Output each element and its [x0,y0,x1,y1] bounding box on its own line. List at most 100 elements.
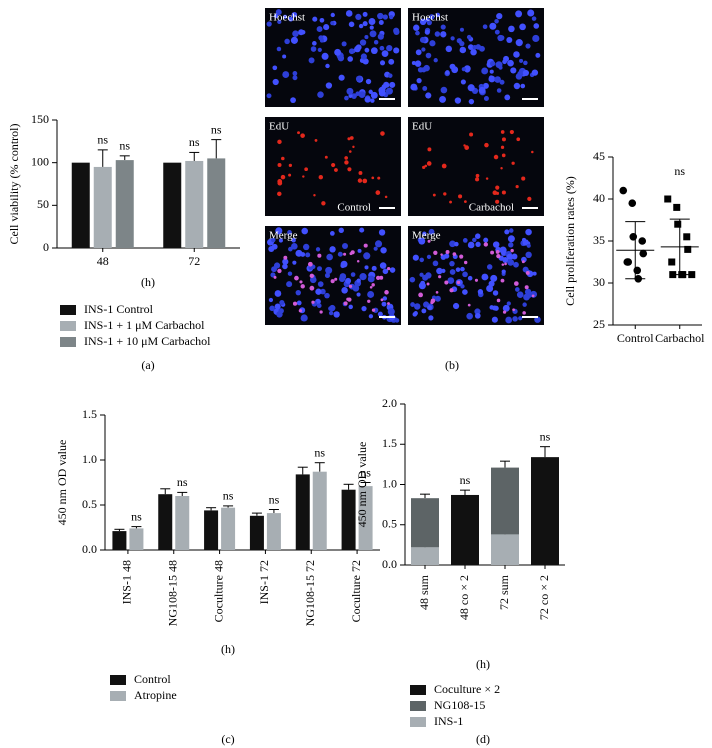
edu-cell [495,191,500,195]
cell-nucleus [425,52,432,59]
edu-cell [501,153,506,158]
data-point [683,233,691,241]
cell-nucleus [410,83,418,91]
bar [93,166,112,248]
cell-nucleus [274,303,281,310]
cell-nucleus [455,267,461,272]
cell-nucleus [278,238,283,243]
cell-nucleus [417,67,424,73]
cell-nucleus [317,91,324,98]
cell-nucleus [526,243,531,248]
edu-cell [441,163,447,169]
cell-nucleus [482,24,488,30]
edu-cell [362,178,368,184]
cell-nucleus [275,9,282,16]
edu-cell [511,161,515,165]
cell-nucleus [323,24,330,31]
edu-cell [514,281,519,286]
edu-cell [504,262,507,266]
cell-nucleus [292,30,299,37]
cell-nucleus [279,300,285,306]
y-axis-label: Cell viability (% control) [7,124,21,245]
y-axis-label: 450 nm OD value [355,442,369,528]
cell-nucleus [532,271,537,276]
y-tick-label: 1.5 [382,436,397,450]
edu-cell [367,299,371,303]
edu-cell [314,139,318,142]
cell-nucleus [470,48,477,56]
edu-cell [348,284,353,288]
edu-cell [525,271,530,275]
edu-cell [522,311,526,315]
edu-cell [501,137,506,142]
edu-cell [331,162,336,168]
edu-cell [311,300,315,304]
edu-cell [343,301,348,306]
cell-nucleus [414,60,422,67]
y-tick-label: 0.5 [82,497,97,511]
cell-nucleus [489,60,496,67]
cell-nucleus [433,58,438,63]
cell-nucleus [355,75,362,82]
cell-nucleus [340,263,346,269]
cell-nucleus [463,65,471,73]
cell-nucleus [495,61,503,69]
cell-nucleus [329,246,336,253]
significance-label: ns [189,135,200,149]
cell-nucleus [461,67,466,72]
cell-nucleus [519,58,524,63]
cell-nucleus [425,272,432,279]
edu-cell [344,156,348,160]
cell-nucleus [421,308,427,314]
bar [341,489,356,550]
cell-nucleus [474,312,481,319]
cell-nucleus [459,46,467,54]
cell-nucleus [312,41,317,46]
cell-nucleus [413,311,418,316]
legend-label: Control [134,672,171,686]
cell-nucleus [492,305,497,311]
cell-nucleus [451,66,459,74]
cell-nucleus [301,227,309,235]
cell-nucleus [425,92,432,99]
cell-nucleus [502,304,510,312]
cell-nucleus [364,265,369,270]
significance-label: ns [540,429,551,443]
cell-nucleus [268,245,275,252]
cell-nucleus [334,48,341,56]
edu-cell [501,263,505,266]
legend-label: Atropine [134,688,177,702]
x-tick-label: 72 co × 2 [537,575,551,620]
panel-label: EdU [269,121,289,133]
edu-cell [484,142,489,148]
cell-nucleus [429,14,435,20]
cell-nucleus [490,274,498,282]
edu-cell [387,266,391,271]
bar [158,494,173,550]
cell-nucleus [428,315,434,321]
edu-cell [515,184,519,189]
cell-nucleus [419,36,426,43]
cell-nucleus [466,34,472,40]
cell-nucleus [296,300,302,306]
cell-nucleus [486,285,494,293]
cell-nucleus [413,303,421,310]
cell-nucleus [447,277,455,284]
edu-cell [357,178,363,183]
edu-cell [500,278,505,283]
significance-label: ns [674,164,685,178]
cell-nucleus [328,306,333,311]
edu-cell [459,254,464,259]
x-tick-label: 72 sum [497,574,511,610]
cell-nucleus [509,228,514,233]
bar [531,457,559,565]
edu-cell [456,280,461,285]
legend-label: NG108-15 [434,698,485,712]
cell-nucleus [489,69,494,74]
cell-nucleus [527,9,535,17]
cell-nucleus [434,295,441,302]
cell-nucleus [393,47,400,54]
cell-nucleus [489,22,497,30]
bar [221,507,236,550]
